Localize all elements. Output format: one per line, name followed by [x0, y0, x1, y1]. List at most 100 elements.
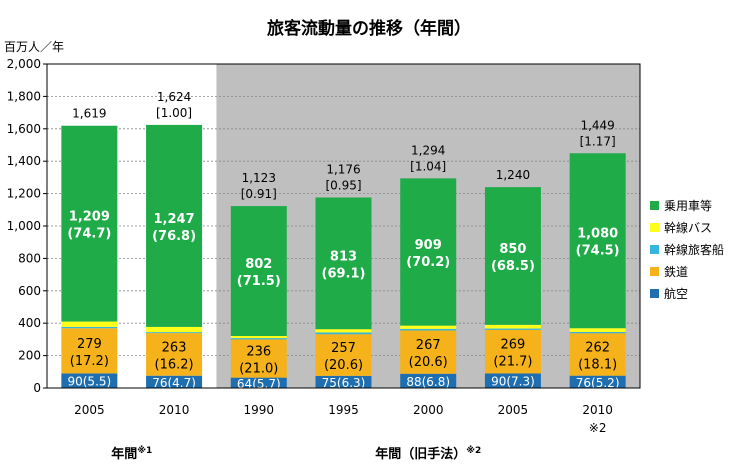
data-label: 76(5.2)	[576, 376, 620, 390]
data-label: 802 (71.5)	[237, 257, 281, 289]
bar-segment-鉄道	[315, 334, 372, 376]
total-ratio-label: [1.17]	[580, 134, 616, 148]
chart-title: 旅客流動量の推移（年間）	[267, 18, 471, 39]
bar-segment-鉄道	[569, 333, 626, 376]
x-tick-label: 2005	[74, 403, 105, 417]
legend-swatch	[650, 201, 659, 210]
data-label: 64(5.7)	[237, 377, 281, 391]
data-label: 76(4.7)	[152, 376, 196, 390]
bar-segment-幹線バス	[400, 325, 457, 329]
x-tick-label: 2010	[159, 403, 190, 417]
x-tick-label: 2000	[413, 403, 444, 417]
y-tick-label: 800	[18, 251, 41, 265]
legend-label: 鉄道	[664, 264, 688, 279]
x-tick-note: ※2	[589, 421, 607, 435]
bar-segment-航空	[400, 373, 457, 388]
total-label: 1,123	[242, 171, 276, 185]
data-label: 267 (20.6)	[409, 338, 448, 370]
bar-segment-幹線旅客船	[400, 328, 457, 331]
bar-segment-乗用車等	[146, 124, 203, 327]
x-tick-label: 1995	[328, 403, 359, 417]
x-tick-label: 1990	[244, 403, 275, 417]
data-label: 813 (69.1)	[322, 249, 366, 281]
y-tick-label: 600	[18, 284, 41, 298]
data-label: 90(7.3)	[491, 375, 535, 389]
data-label: 236 (21.0)	[239, 345, 278, 377]
y-tick-label: 1,200	[7, 187, 41, 201]
legend-label: 幹線バス	[664, 220, 712, 235]
y-tick-label: 1,800	[7, 89, 41, 103]
legend-label: 乗用車等	[664, 199, 712, 213]
y-axis-unit-label: 百万人／年	[4, 40, 64, 54]
bar-segment-鉄道	[484, 329, 541, 374]
plot-frame	[46, 63, 641, 389]
total-ratio-label: [1.04]	[410, 159, 446, 173]
total-label: 1,176	[326, 162, 360, 176]
legend-swatch	[650, 267, 659, 276]
bar-segment-幹線旅客船	[484, 328, 541, 330]
total-label: 1,624	[157, 90, 191, 104]
total-label: 1,240	[496, 168, 530, 182]
bar-segment-幹線バス	[569, 328, 626, 332]
bar-segment-鉄道	[146, 333, 203, 376]
total-label: 1,294	[411, 143, 445, 157]
bar-segment-幹線旅客船	[146, 332, 203, 334]
data-label: 263 (16.2)	[155, 340, 194, 372]
bar-segment-鉄道	[400, 330, 457, 374]
data-label: 1,209 (74.7)	[67, 210, 111, 242]
group-label: 年間※1	[111, 445, 152, 462]
bar-segment-航空	[569, 375, 626, 388]
y-tick-label: 1,400	[7, 154, 41, 168]
bar-segment-乗用車等	[315, 197, 372, 330]
data-label: 1,247 (76.8)	[152, 212, 196, 244]
bar-segment-幹線バス	[230, 335, 287, 339]
y-tick-label: 400	[18, 316, 41, 330]
total-label: 1,449	[580, 118, 614, 132]
total-ratio-label: [0.95]	[325, 178, 361, 192]
bar-segment-幹線バス	[484, 324, 541, 329]
bar-segment-乗用車等	[400, 178, 457, 326]
bar-segment-乗用車等	[569, 153, 626, 329]
data-label: 1,080 (74.5)	[576, 227, 620, 259]
bar-segment-航空	[484, 373, 541, 388]
legend-swatch	[650, 245, 659, 254]
bar-segment-幹線バス	[61, 321, 118, 327]
bar-segment-乗用車等	[484, 187, 541, 325]
data-label: 88(6.8)	[406, 375, 450, 389]
legend-label: 航空	[664, 286, 688, 301]
bar-segment-幹線旅客船	[569, 331, 626, 334]
data-label: 257 (20.6)	[324, 341, 363, 373]
bar-segment-乗用車等	[230, 206, 287, 336]
bar-segment-幹線バス	[315, 329, 372, 333]
total-label: 1,619	[72, 107, 106, 121]
data-label: 90(5.5)	[67, 375, 111, 389]
data-label: 850 (68.5)	[491, 242, 535, 274]
y-tick-label: 1,000	[7, 219, 41, 233]
y-tick-label: 0	[33, 381, 41, 395]
bar-segment-航空	[61, 373, 118, 388]
bar-segment-乗用車等	[61, 125, 118, 322]
bar-segment-幹線バス	[146, 326, 203, 333]
x-tick-label: 2010	[582, 403, 613, 417]
y-tick-label: 1,600	[7, 122, 41, 136]
total-ratio-label: [1.00]	[156, 106, 192, 120]
bar-segment-航空	[230, 377, 287, 388]
bar-segment-鉄道	[230, 339, 287, 378]
legend-swatch	[650, 223, 659, 232]
bar-segment-幹線旅客船	[230, 338, 287, 340]
y-tick-label: 200	[18, 349, 41, 363]
bar-segment-航空	[146, 375, 203, 388]
total-ratio-label: [0.91]	[241, 187, 277, 201]
bar-segment-鉄道	[61, 328, 118, 374]
legend-swatch	[650, 289, 659, 298]
bar-segment-航空	[315, 375, 372, 388]
y-tick-label: 2,000	[7, 57, 41, 71]
bar-segment-幹線旅客船	[61, 326, 118, 329]
data-label: 269 (21.7)	[493, 338, 532, 370]
data-label: 262 (18.1)	[578, 340, 617, 372]
data-label: 279 (17.2)	[70, 337, 109, 369]
legend-label: 幹線旅客船	[664, 242, 724, 257]
x-tick-label: 2005	[498, 403, 529, 417]
group-label: 年間（旧手法）※2	[375, 445, 481, 462]
